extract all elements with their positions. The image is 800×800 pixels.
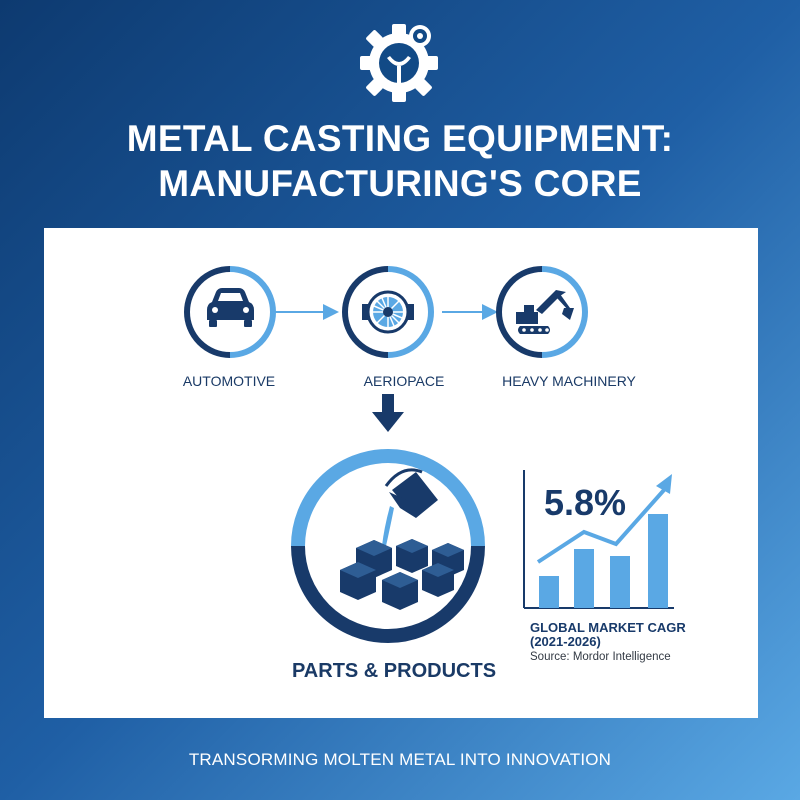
automotive-node	[184, 266, 276, 358]
parts-products-node	[291, 449, 485, 643]
page-title-line2: MANUFACTURING'S CORE	[158, 163, 642, 204]
growth-bar-3	[610, 556, 630, 608]
cagr-value: 5.8%	[544, 482, 627, 523]
excavator-icon	[516, 290, 574, 334]
gear-ladle-icon	[360, 24, 438, 102]
down-arrow-icon	[372, 394, 404, 432]
cagr-period: (2021-2026)	[530, 634, 601, 649]
industry-label-automotive: AUTOMOTIVE	[182, 373, 276, 389]
car-icon	[207, 288, 254, 327]
growth-line	[536, 488, 666, 564]
cast-cubes-icon	[340, 539, 464, 610]
pouring-ladle-icon	[382, 468, 438, 546]
growth-arrowhead	[656, 474, 672, 494]
heavy-machinery-node	[496, 266, 588, 358]
source-note: Source: Mordor Intelligence	[530, 651, 671, 663]
page-title-line1: METAL CASTING EQUIPMENT:	[126, 118, 674, 159]
cagr-label: GLOBAL MARKET CAGR	[530, 620, 686, 635]
turbine-icon	[362, 290, 414, 334]
growth-bar-1	[539, 576, 559, 608]
parts-products-label: PARTS & PRODUCTS	[291, 660, 497, 682]
tagline: TRANSORMING MOLTEN METAL INTO INNOVATION	[188, 750, 612, 769]
bar-growth-icon	[523, 470, 674, 609]
content-panel: AUTOMOTIVE AERIOPACE HEAVY MACHINERY PAR…	[44, 228, 758, 718]
aerospace-node	[342, 266, 434, 358]
industry-label-aerospace: AERIOPACE	[363, 373, 445, 389]
growth-bar-4	[648, 514, 668, 608]
flow-diagram	[184, 266, 674, 643]
industry-label-heavy-machinery: HEAVY MACHINERY	[502, 373, 636, 389]
growth-bar-2	[574, 549, 594, 608]
